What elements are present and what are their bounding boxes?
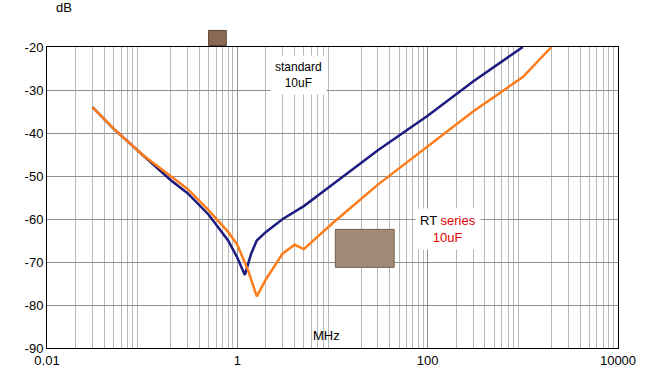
svg-text:-50: -50 [25, 169, 44, 184]
svg-text:0.01: 0.01 [34, 353, 59, 368]
svg-text:10000: 10000 [600, 353, 636, 368]
svg-text:RT series10uF: RT series10uF [420, 213, 476, 245]
svg-text:MHz: MHz [313, 328, 340, 343]
svg-text:100: 100 [417, 353, 439, 368]
svg-text:-80: -80 [25, 298, 44, 313]
svg-text:-70: -70 [25, 255, 44, 270]
svg-text:-40: -40 [25, 126, 44, 141]
svg-text:1: 1 [234, 353, 241, 368]
svg-text:-90: -90 [25, 341, 44, 356]
svg-text:-20: -20 [25, 40, 44, 55]
svg-text:-30: -30 [25, 83, 44, 98]
svg-text:standard10uF: standard10uF [275, 60, 322, 90]
svg-text:dB: dB [56, 0, 72, 15]
svg-text:-60: -60 [25, 212, 44, 227]
